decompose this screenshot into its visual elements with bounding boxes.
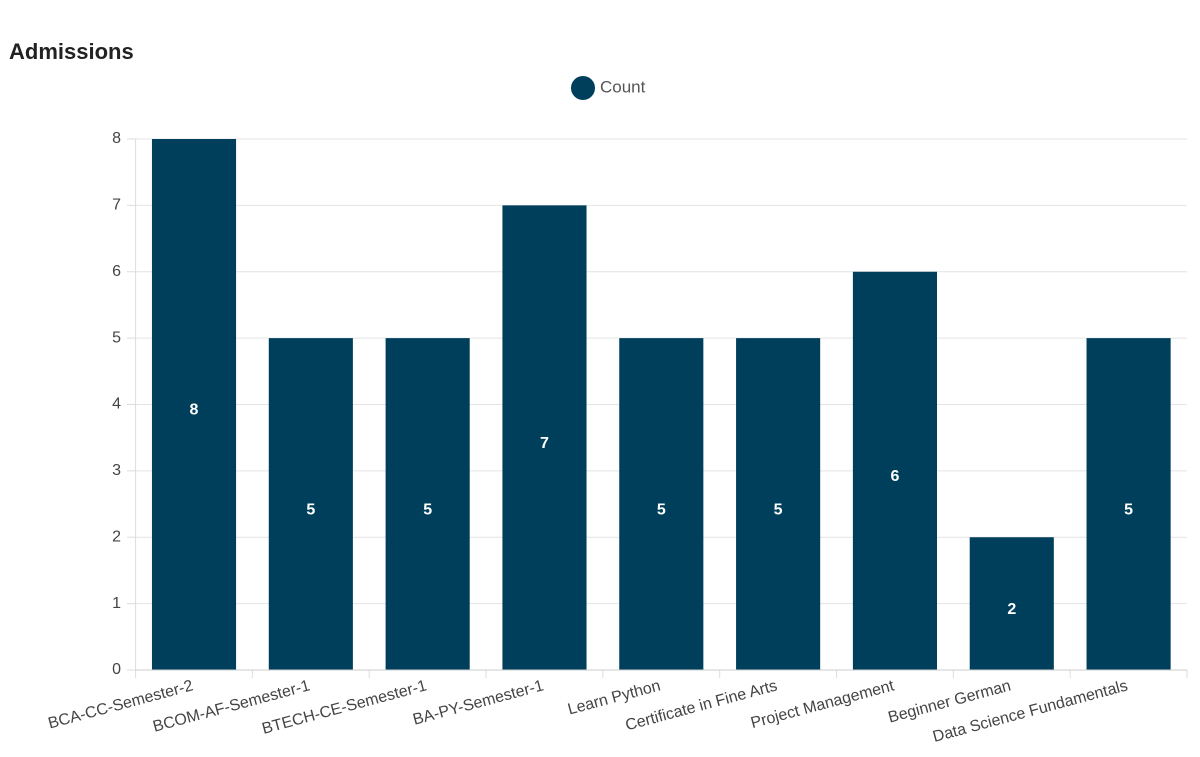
- bar: [385, 338, 470, 670]
- data-label: 2: [1007, 601, 1016, 618]
- bar: [852, 271, 938, 670]
- y-tick-label: 6: [112, 263, 121, 280]
- legend-label: Count: [600, 77, 646, 96]
- x-tick-label: BA-PY-Semester-1: [411, 677, 545, 728]
- chart-title: Admissions: [9, 39, 134, 64]
- y-tick-label: 2: [112, 528, 121, 545]
- data-label: 8: [190, 402, 199, 419]
- data-label: 5: [1124, 501, 1133, 518]
- x-tick-label: Data Science Fundamentals: [931, 677, 1130, 745]
- bar: [1086, 338, 1171, 670]
- y-tick-label: 8: [112, 130, 121, 147]
- y-tick-label: 0: [112, 661, 121, 678]
- data-label: 5: [306, 501, 315, 518]
- data-label: 5: [423, 501, 432, 518]
- y-tick-label: 5: [112, 329, 121, 346]
- data-label: 6: [890, 468, 899, 485]
- bar: [736, 338, 821, 670]
- bar: [619, 338, 704, 670]
- y-tick-label: 1: [112, 595, 121, 612]
- bar: [151, 139, 237, 670]
- legend-marker: [571, 76, 595, 100]
- bar: [502, 205, 587, 670]
- y-tick-label: 7: [112, 197, 121, 214]
- data-label: 7: [540, 435, 549, 452]
- data-label: 5: [657, 501, 666, 518]
- bar: [969, 537, 1054, 670]
- y-tick-label: 4: [112, 396, 121, 413]
- bar: [268, 338, 353, 670]
- y-tick-label: 3: [112, 462, 121, 479]
- data-label: 5: [774, 501, 783, 518]
